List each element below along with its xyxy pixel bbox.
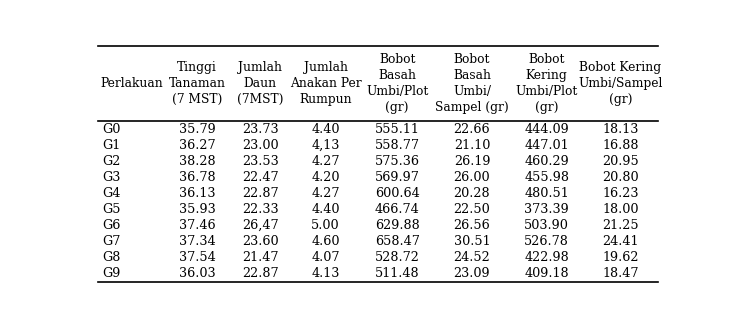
Text: 16.88: 16.88 <box>602 139 639 152</box>
Text: 22.66: 22.66 <box>454 123 490 136</box>
Text: 37.46: 37.46 <box>179 219 215 232</box>
Text: 629.88: 629.88 <box>375 219 420 232</box>
Text: G9: G9 <box>103 267 121 280</box>
Text: 37.54: 37.54 <box>179 251 215 264</box>
Text: 21.47: 21.47 <box>242 251 278 264</box>
Text: 16.23: 16.23 <box>602 187 639 200</box>
Text: 26.00: 26.00 <box>454 171 490 184</box>
Text: 4.20: 4.20 <box>311 171 340 184</box>
Text: 4.40: 4.40 <box>311 123 340 136</box>
Text: 444.09: 444.09 <box>524 123 569 136</box>
Text: 5.00: 5.00 <box>311 219 340 232</box>
Text: 20.28: 20.28 <box>454 187 490 200</box>
Text: 23.60: 23.60 <box>242 235 278 248</box>
Text: 37.34: 37.34 <box>179 235 215 248</box>
Text: Bobot
Basah
Umbi/
Sampel (gr): Bobot Basah Umbi/ Sampel (gr) <box>435 53 508 114</box>
Text: 575.36: 575.36 <box>375 155 420 168</box>
Text: 18.00: 18.00 <box>602 203 639 216</box>
Text: 24.52: 24.52 <box>454 251 490 264</box>
Text: 23.00: 23.00 <box>242 139 278 152</box>
Text: 20.95: 20.95 <box>602 155 639 168</box>
Text: 373.39: 373.39 <box>524 203 569 216</box>
Text: 4,13: 4,13 <box>311 139 339 152</box>
Text: 36.13: 36.13 <box>179 187 215 200</box>
Text: G4: G4 <box>103 187 121 200</box>
Text: G1: G1 <box>103 139 121 152</box>
Text: 569.97: 569.97 <box>375 171 420 184</box>
Text: 23.73: 23.73 <box>242 123 278 136</box>
Text: 4.60: 4.60 <box>311 235 340 248</box>
Text: 22.33: 22.33 <box>242 203 278 216</box>
Text: 36.27: 36.27 <box>179 139 215 152</box>
Text: 600.64: 600.64 <box>375 187 420 200</box>
Text: 4.27: 4.27 <box>311 155 340 168</box>
Text: G8: G8 <box>103 251 121 264</box>
Text: 409.18: 409.18 <box>525 267 569 280</box>
Text: Tinggi
Tanaman
(7 MST): Tinggi Tanaman (7 MST) <box>168 61 226 106</box>
Text: 26,47: 26,47 <box>242 219 278 232</box>
Text: G3: G3 <box>103 171 121 184</box>
Text: Perlakuan: Perlakuan <box>100 77 163 90</box>
Text: G6: G6 <box>103 219 121 232</box>
Text: 4.40: 4.40 <box>311 203 340 216</box>
Text: Bobot
Basah
Umbi/Plot
(gr): Bobot Basah Umbi/Plot (gr) <box>366 53 428 114</box>
Text: 22.50: 22.50 <box>454 203 490 216</box>
Text: Bobot
Kering
Umbi/Plot
(gr): Bobot Kering Umbi/Plot (gr) <box>516 53 578 114</box>
Text: 455.98: 455.98 <box>524 171 569 184</box>
Text: Jumlah
Daun
(7MST): Jumlah Daun (7MST) <box>237 61 283 106</box>
Text: 18.47: 18.47 <box>602 267 639 280</box>
Text: 4.13: 4.13 <box>311 267 339 280</box>
Text: G2: G2 <box>103 155 121 168</box>
Text: 658.47: 658.47 <box>375 235 420 248</box>
Text: 422.98: 422.98 <box>524 251 569 264</box>
Text: Bobot Kering
Umbi/Sampel
(gr): Bobot Kering Umbi/Sampel (gr) <box>579 61 663 106</box>
Text: 30.51: 30.51 <box>454 235 490 248</box>
Text: G5: G5 <box>103 203 121 216</box>
Text: 36.78: 36.78 <box>179 171 215 184</box>
Text: 21.25: 21.25 <box>602 219 639 232</box>
Text: 23.09: 23.09 <box>454 267 490 280</box>
Text: 558.77: 558.77 <box>375 139 420 152</box>
Text: 4.27: 4.27 <box>311 187 340 200</box>
Text: 26.56: 26.56 <box>454 219 490 232</box>
Text: 19.62: 19.62 <box>602 251 639 264</box>
Text: G0: G0 <box>103 123 121 136</box>
Text: 480.51: 480.51 <box>524 187 569 200</box>
Text: 555.11: 555.11 <box>375 123 420 136</box>
Text: 4.07: 4.07 <box>311 251 340 264</box>
Text: 447.01: 447.01 <box>525 139 569 152</box>
Text: 36.03: 36.03 <box>179 267 215 280</box>
Text: 526.78: 526.78 <box>524 235 569 248</box>
Text: 22.87: 22.87 <box>242 267 278 280</box>
Text: 38.28: 38.28 <box>179 155 215 168</box>
Text: 35.79: 35.79 <box>179 123 215 136</box>
Text: 511.48: 511.48 <box>375 267 419 280</box>
Text: Jumlah
Anakan Per
Rumpun: Jumlah Anakan Per Rumpun <box>290 61 362 106</box>
Text: 24.41: 24.41 <box>602 235 639 248</box>
Text: 18.13: 18.13 <box>602 123 638 136</box>
Text: 503.90: 503.90 <box>524 219 569 232</box>
Text: 20.80: 20.80 <box>602 171 639 184</box>
Text: 466.74: 466.74 <box>375 203 420 216</box>
Text: 35.93: 35.93 <box>179 203 215 216</box>
Text: 528.72: 528.72 <box>375 251 420 264</box>
Text: 26.19: 26.19 <box>454 155 490 168</box>
Text: 460.29: 460.29 <box>524 155 569 168</box>
Text: 21.10: 21.10 <box>454 139 490 152</box>
Text: 22.87: 22.87 <box>242 187 278 200</box>
Text: G7: G7 <box>103 235 121 248</box>
Text: 22.47: 22.47 <box>242 171 278 184</box>
Text: 23.53: 23.53 <box>242 155 278 168</box>
